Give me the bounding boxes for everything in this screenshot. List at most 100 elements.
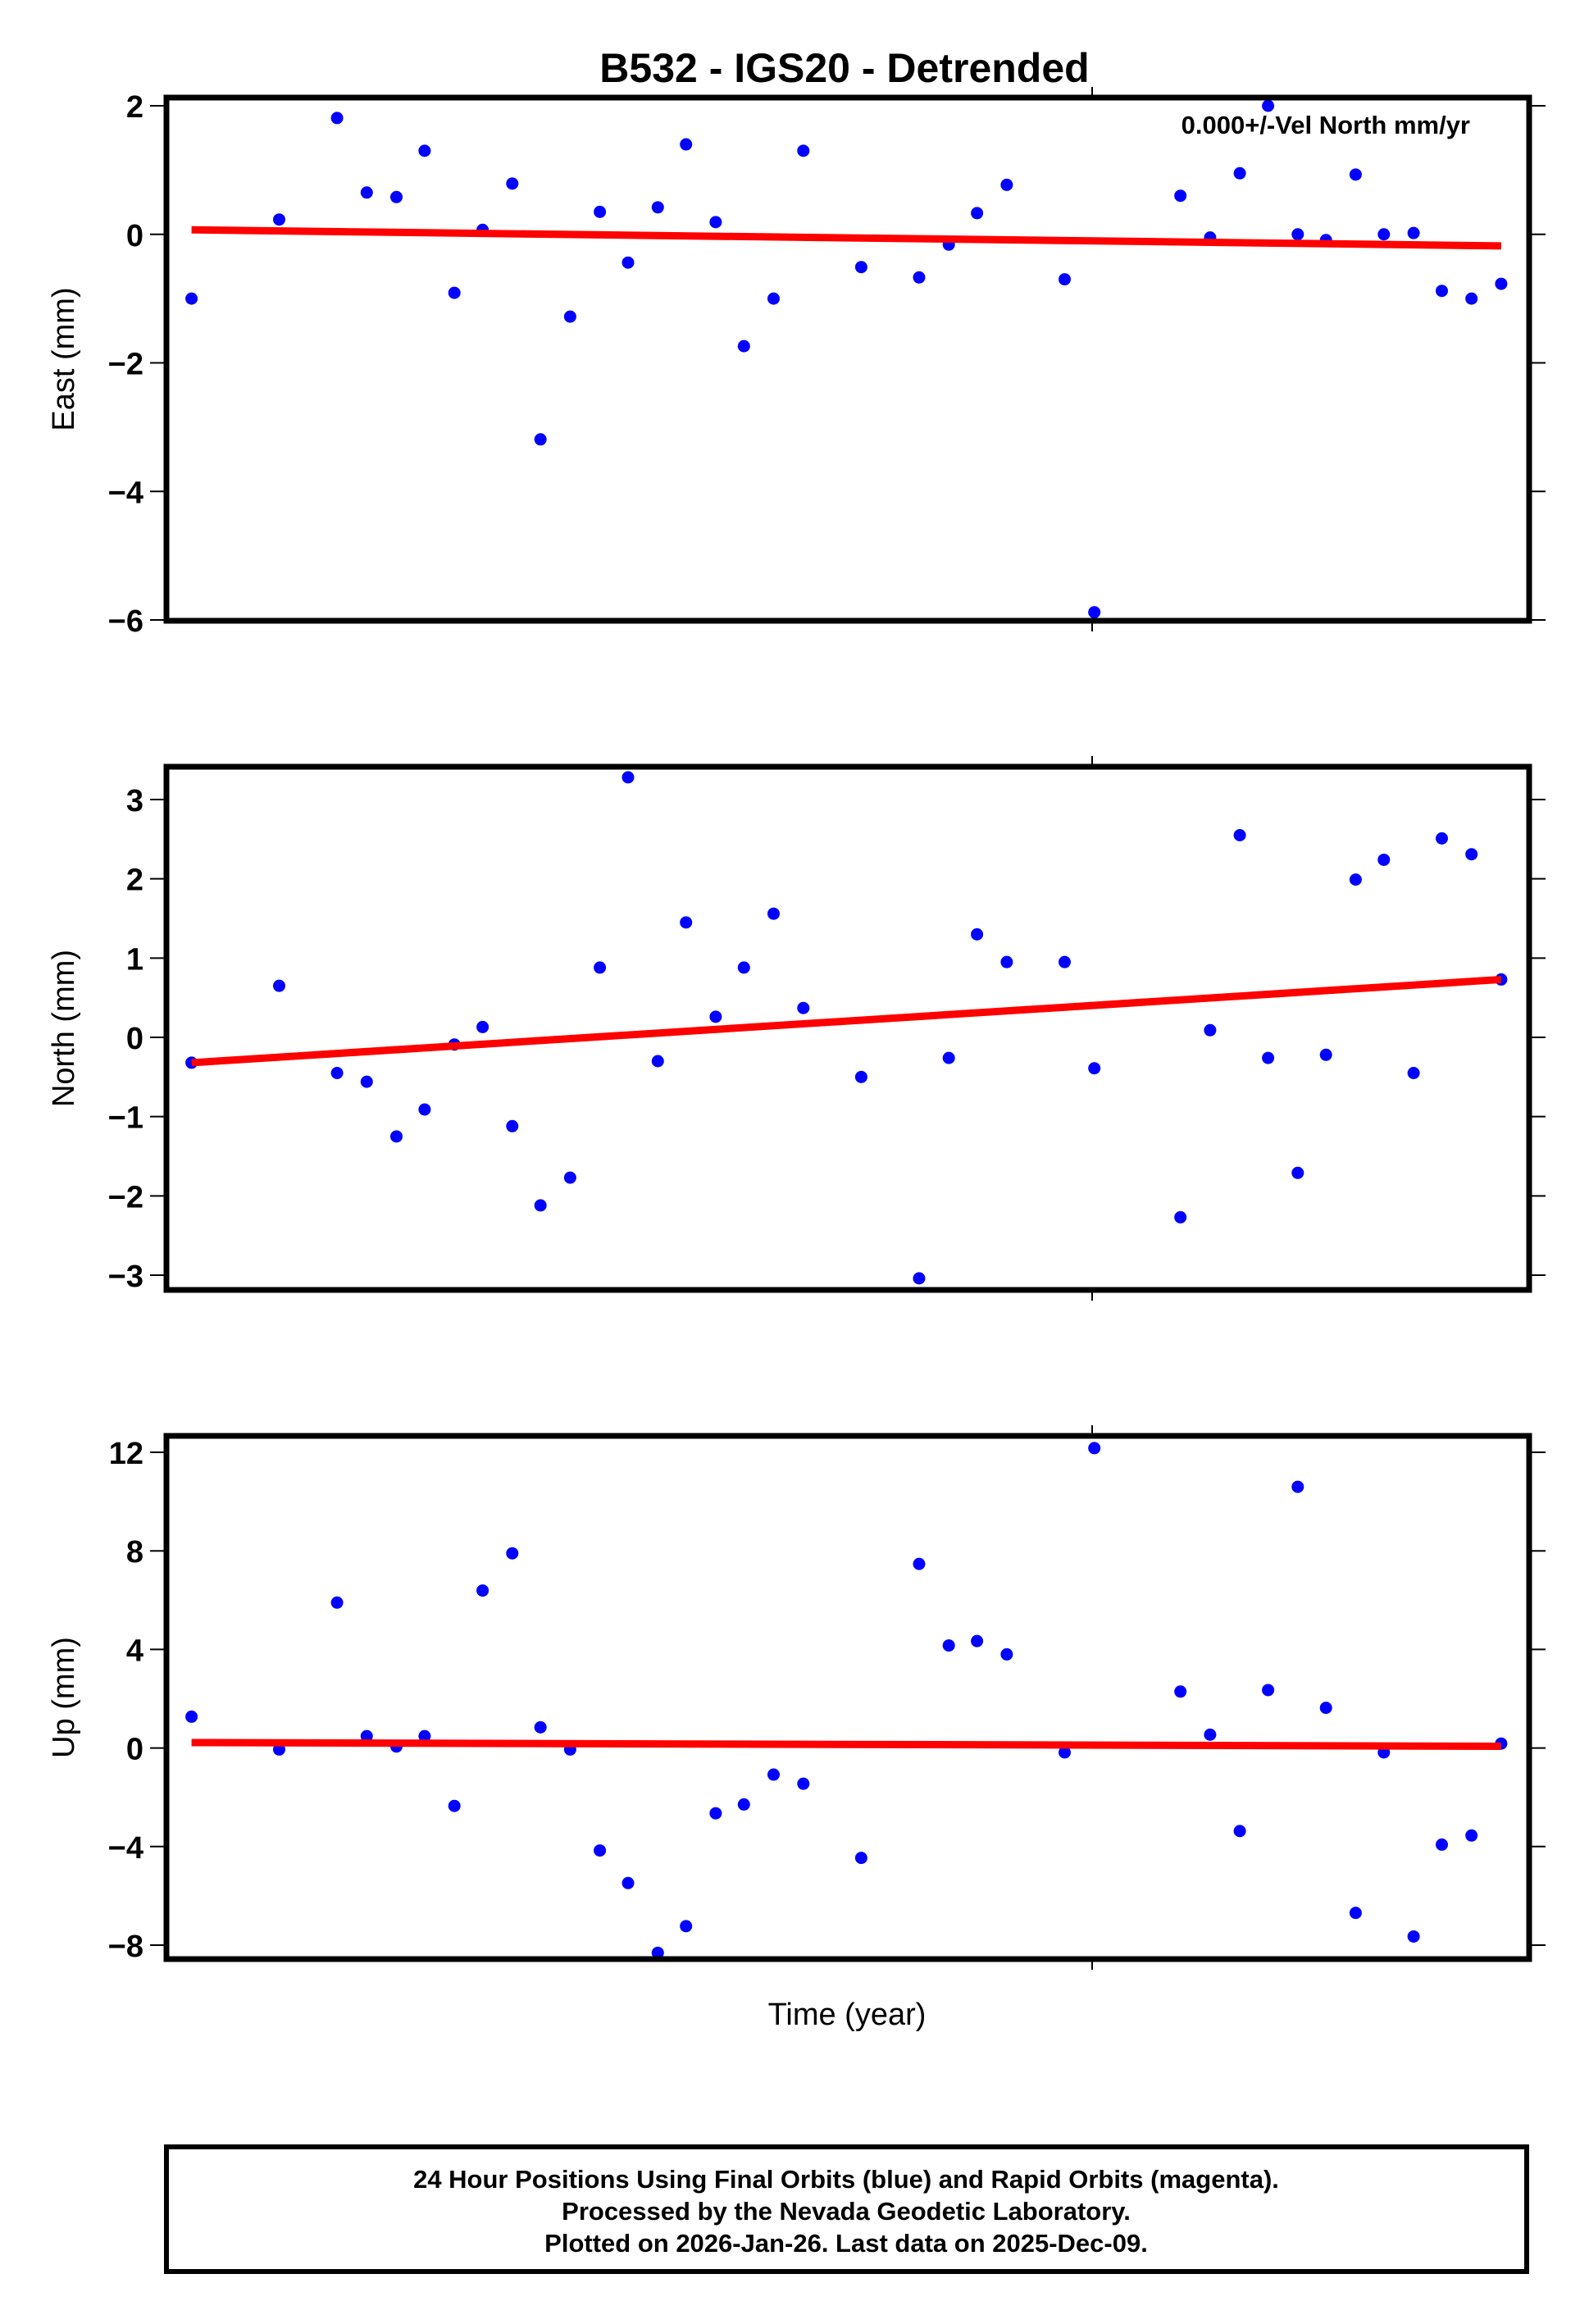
footer-line-1: 24 Hour Positions Using Final Orbits (bl… — [413, 2165, 1279, 2194]
data-point — [1495, 277, 1508, 290]
north-data-points — [185, 771, 1508, 1285]
data-point — [418, 1729, 431, 1743]
data-point — [1319, 1048, 1332, 1061]
data-point — [1233, 1825, 1246, 1838]
data-point — [506, 1547, 519, 1560]
up-plot-frame — [163, 1433, 1532, 1962]
data-point — [1262, 1051, 1275, 1064]
data-point — [506, 177, 519, 190]
up-data-points — [185, 1442, 1508, 1959]
data-point — [1174, 1685, 1187, 1698]
data-point — [1436, 285, 1448, 298]
data-point — [534, 1199, 547, 1212]
up-y-axis-label: Up (mm) — [47, 1637, 81, 1758]
data-point — [330, 1067, 344, 1079]
data-point — [1436, 1838, 1448, 1851]
data-point — [942, 1051, 955, 1064]
data-point — [1291, 1480, 1304, 1493]
data-point — [942, 1639, 955, 1652]
data-point — [563, 310, 576, 323]
east-plot-frame — [163, 94, 1532, 624]
data-point — [418, 144, 431, 157]
data-point — [1349, 168, 1362, 181]
data-point — [594, 205, 607, 218]
data-point — [709, 1807, 722, 1820]
data-point — [1377, 853, 1391, 866]
data-point — [1000, 178, 1013, 191]
data-point — [913, 1272, 926, 1285]
data-point — [360, 186, 373, 199]
data-point — [913, 1557, 926, 1570]
chart-title: B532 - IGS20 - Detrended — [599, 45, 1089, 91]
y-tick-label: −2 — [108, 1180, 143, 1214]
data-point — [476, 1584, 489, 1597]
data-point — [651, 201, 664, 214]
data-point — [1465, 292, 1478, 305]
y-tick-label: −8 — [108, 1930, 143, 1964]
data-point — [651, 1055, 664, 1068]
data-point — [594, 961, 607, 974]
data-point — [534, 433, 547, 446]
data-point — [767, 1768, 780, 1781]
y-tick-label: −4 — [108, 476, 143, 510]
y-tick-label: −2 — [108, 348, 143, 382]
data-point — [737, 961, 750, 974]
velocity-annotation: 0.000+/-Vel North mm/yr — [1182, 111, 1470, 139]
y-tick-label: 0 — [126, 1733, 143, 1767]
data-point — [737, 339, 750, 353]
data-point — [506, 1119, 519, 1132]
data-point — [854, 1070, 867, 1083]
data-point — [913, 271, 926, 284]
y-tick-label: 1 — [126, 942, 143, 977]
data-point — [621, 771, 635, 784]
footer-line-3: Plotted on 2026-Jan-26. Last data on 202… — [544, 2229, 1148, 2258]
data-point — [1088, 1062, 1101, 1075]
data-point — [1088, 1442, 1101, 1455]
data-point — [594, 1844, 607, 1857]
north-y-axis-label: North (mm) — [47, 950, 81, 1107]
y-tick-label: 2 — [126, 864, 143, 898]
data-point — [448, 286, 461, 299]
north-y-axis-ticks: 3 2 1 0 −1 −2 −3 — [108, 784, 1546, 1294]
data-point — [1059, 273, 1071, 286]
data-point — [330, 1596, 344, 1609]
y-tick-label: 0 — [126, 219, 143, 253]
y-tick-label: 8 — [126, 1535, 143, 1570]
east-data-points — [185, 99, 1508, 619]
data-point — [709, 1010, 722, 1023]
data-point — [767, 907, 780, 920]
data-point — [390, 1130, 403, 1143]
y-tick-label: 4 — [126, 1634, 143, 1668]
data-point — [1088, 606, 1101, 619]
east-y-axis-label: East (mm) — [47, 287, 81, 431]
data-point — [1465, 1829, 1478, 1842]
data-point — [476, 1020, 489, 1033]
data-point — [1349, 1907, 1362, 1920]
data-point — [185, 1710, 198, 1723]
data-point — [563, 1171, 576, 1184]
data-point — [360, 1075, 373, 1088]
up-trend-line — [191, 1738, 1501, 1750]
data-point — [651, 1946, 664, 1959]
data-point — [797, 144, 810, 157]
footer-line-2: Processed by the Nevada Geodetic Laborat… — [562, 2197, 1131, 2226]
data-point — [1174, 1210, 1187, 1224]
data-point — [797, 1001, 810, 1014]
y-tick-label: −3 — [108, 1260, 143, 1294]
data-point — [1377, 228, 1391, 241]
data-point — [1319, 1702, 1332, 1715]
data-point — [1291, 1166, 1304, 1179]
data-point — [971, 207, 984, 220]
data-point — [680, 1920, 693, 1933]
data-point — [1233, 829, 1246, 841]
data-point — [680, 916, 693, 929]
y-tick-label: −1 — [108, 1101, 143, 1136]
data-point — [1000, 955, 1013, 968]
data-point — [971, 1634, 984, 1647]
north-panel: 3 2 1 0 −1 −2 −3 North (mm) — [47, 756, 1546, 1301]
data-point — [1407, 226, 1420, 239]
y-tick-label: −6 — [108, 604, 143, 639]
data-point — [1436, 832, 1448, 845]
data-point — [390, 190, 403, 203]
